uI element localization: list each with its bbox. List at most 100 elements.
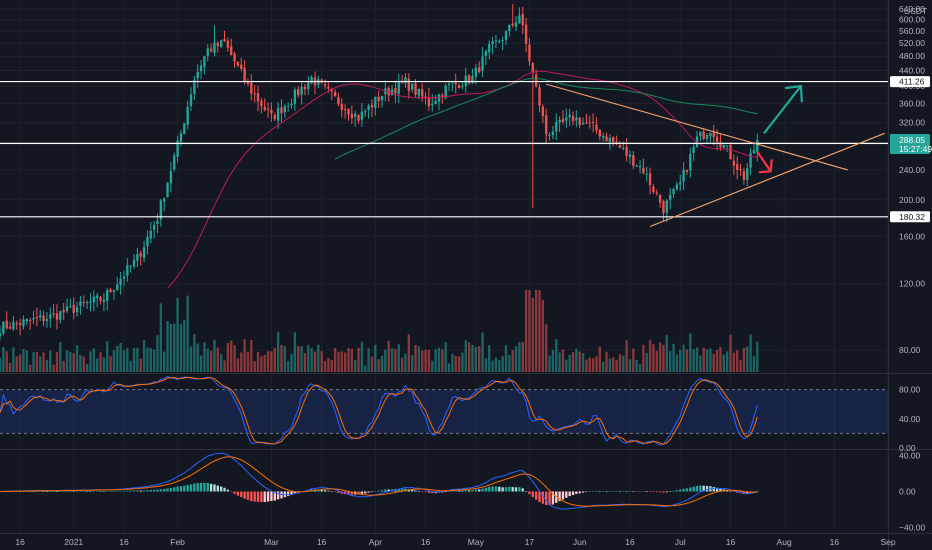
volume-bar [8,362,12,372]
volume-bar [508,355,511,372]
macd-tick-label: 0.00 [899,487,916,497]
candle [494,40,498,42]
volume-bar [273,347,276,372]
volume-bar [461,352,464,372]
volume-bar [534,290,538,372]
macd-histogram-bar [397,488,400,492]
volume-bar [297,346,300,372]
candle [672,189,675,195]
candle [297,88,300,96]
macd-histogram-bar [642,491,645,492]
volume-bar [638,364,642,372]
trend-drawings[interactable] [546,83,885,227]
candle [354,113,357,117]
volume-bar [270,351,273,372]
macd-histogram-bar [528,491,531,495]
down-arrow [756,151,772,172]
candle [531,63,534,74]
time-axis[interactable]: 16 2021 16 Feb Mar 16 Apr 16 May 17 Jun 16 Jul 16 Aug 1… [15,537,895,547]
stochastic-pane[interactable] [0,375,888,446]
candle [236,61,240,66]
volume-bar [585,359,588,372]
volume-bar [152,349,156,372]
macd-histogram-bar [166,488,169,492]
candle [22,319,25,327]
price-tick-label: 240.00 [899,165,925,175]
candle [2,321,5,334]
volume-bars [0,290,759,372]
time-tick-label: May [468,537,485,547]
candle [729,144,732,160]
macd-histogram-bar [471,490,474,492]
volume-bar [397,344,400,372]
macd-histogram-bar [712,486,715,492]
macd-histogram-bar [521,488,524,492]
volume-bar [82,356,85,372]
candle [196,71,199,79]
macd-histogram-bar [481,488,484,492]
candle [233,53,236,62]
candle [199,65,203,72]
candle [163,198,166,202]
macd-histogram-bar [39,491,42,492]
volume-bar [538,290,541,372]
macd-histogram-bar [126,490,129,492]
support-trendline [649,132,885,227]
macd-pane[interactable] [0,452,759,510]
candle [15,323,18,325]
macd-histogram-bar [377,490,380,492]
candle [270,109,273,114]
macd-histogram-bar [605,491,608,492]
up-arrowhead [784,84,803,103]
candle [49,314,52,319]
candle [467,74,471,84]
volume-bar [581,353,585,372]
candle [72,304,75,313]
candle [8,326,12,329]
macd-histogram-bar [571,491,575,496]
macd-histogram-bar [679,489,682,492]
volume-bar [340,351,343,372]
candle [45,318,49,321]
candle [648,173,652,186]
candle [645,173,648,175]
volume-bar [679,349,682,372]
macd-histogram-bar [230,491,233,492]
volume-bar [290,354,293,372]
macd-histogram-bar [142,490,146,492]
macd-histogram-bar [729,490,732,492]
volume-bar [75,345,79,372]
candle [246,81,250,84]
candle [116,284,119,290]
candle [605,136,608,142]
volume-bar [699,355,702,372]
candle [273,114,276,120]
macd-histogram-bar [558,491,561,502]
price-tick-label: 200.00 [899,195,925,205]
macd-histogram-bar [209,483,213,492]
macd-histogram-bar [253,491,256,502]
up-arrow [763,85,802,134]
macd-histogram-bar [407,489,410,492]
volume-bar [471,344,474,372]
macd-histogram-bar [85,491,89,492]
candle [230,46,233,56]
candle [511,23,514,26]
volume-bar [32,352,35,372]
horizontal-levels[interactable] [0,80,888,218]
volume-bar [561,349,565,372]
macd-histogram-bar [575,491,578,494]
macd-histogram-bar [183,485,186,492]
volume-bar [749,334,752,372]
candle [618,145,622,148]
volume-bar [481,332,484,372]
candle [149,230,152,239]
price-candles[interactable] [0,4,759,341]
macd-histogram-bar [524,491,528,492]
macd-histogram-bar [226,489,230,492]
macd-histogram-bar [585,491,588,493]
volume-bar [300,346,303,372]
volume-bar [122,350,126,372]
